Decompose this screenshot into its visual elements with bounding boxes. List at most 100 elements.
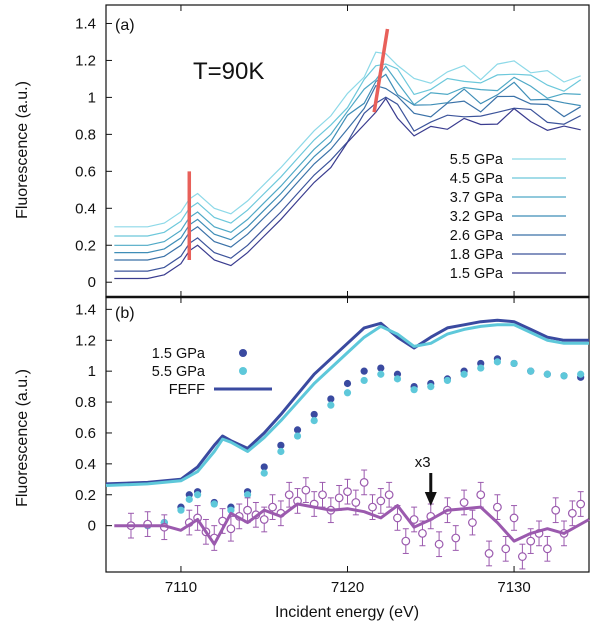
- panel-a-legend-label: 3.2 GPa: [450, 209, 504, 225]
- panel-b-label: (b): [115, 305, 135, 322]
- panel-a-series: [114, 51, 582, 280]
- panel-b-y-ticks: 0 0.2 0.4 0.6 0.8 1 1.2 1.4: [75, 301, 112, 535]
- panel-b-data-point: [243, 491, 252, 499]
- difference-point: [359, 477, 369, 487]
- panel-a-series-line: [114, 63, 582, 237]
- difference-point: [476, 490, 486, 500]
- difference-point: [484, 549, 494, 558]
- panel-a-y-tick-label: 1.2: [75, 52, 96, 69]
- panel-b-data-point: [460, 370, 468, 378]
- panel-b-series: [105, 318, 590, 570]
- panel-a-legend-label: 5.5 GPa: [450, 152, 504, 168]
- panel-b-y-tick-label: 1.4: [75, 301, 96, 318]
- difference-point: [576, 499, 586, 509]
- panel-b-data-point: [443, 376, 452, 385]
- panel-a-series-line: [114, 51, 581, 228]
- panel-a-y-tick-label: 0.8: [75, 126, 96, 143]
- difference-point: [418, 528, 427, 538]
- x-axis-label: Incident energy (eV): [275, 604, 419, 621]
- panel-b-series-line: [114, 502, 590, 546]
- panel-b-data-point: [277, 441, 285, 449]
- panel-a-y-tick-label: 1: [88, 89, 96, 106]
- difference-point: [243, 505, 252, 515]
- panel-b-data-point: [360, 367, 368, 375]
- panel-b-data-point: [260, 463, 268, 471]
- difference-point: [343, 487, 352, 497]
- difference-point: [226, 524, 236, 534]
- difference-point: [393, 513, 402, 523]
- difference-point: [351, 498, 361, 507]
- panel-a-label: (a): [115, 17, 135, 34]
- panel-b-data-point: [177, 506, 185, 514]
- panel-a-y-axis-label: Fluorescence (a.u.): [14, 81, 31, 219]
- panel-b-y-tick-label: 1.2: [75, 332, 96, 349]
- panel-a-y-tick-label: 0: [88, 274, 96, 291]
- difference-point: [409, 515, 419, 524]
- panel-b-data-point: [477, 364, 485, 372]
- difference-point: [492, 502, 502, 512]
- panel-b: 0 0.2 0.4 0.6 0.8 1 1.2 1.4 7110 7120 7130 1.5 GP…: [14, 295, 590, 621]
- panel-b-legend-label: 5.5 GPa: [152, 364, 206, 380]
- panel-a-series-line: [114, 65, 581, 246]
- x-tick-label: 7130: [497, 579, 530, 596]
- difference-point: [259, 515, 269, 524]
- panel-b-legend: 1.5 GPa 5.5 GPa FEFF: [152, 346, 272, 398]
- panel-b-data-point: [227, 506, 235, 514]
- panel-b-data-point: [310, 416, 318, 425]
- temperature-annotation: T=90K: [193, 58, 264, 85]
- panel-a-edge-markers: [187, 28, 390, 261]
- panel-b-data-point: [510, 359, 518, 368]
- panel-b-legend-label: 1.5 GPa: [152, 346, 206, 362]
- panel-b-data-point: [543, 370, 551, 378]
- panel-b-legend-marker: [239, 367, 247, 375]
- difference-point: [567, 508, 577, 518]
- x3-arrow: [424, 473, 437, 506]
- x-tick-label: 7120: [331, 579, 364, 596]
- x3-annotation: x3: [415, 454, 431, 471]
- panel-b-data-point: [327, 395, 335, 403]
- panel-b-data-point: [360, 376, 368, 385]
- panel-b-data-point: [377, 370, 385, 378]
- difference-point: [526, 536, 536, 546]
- panel-b-data-point: [343, 379, 352, 388]
- panel-b-data-point: [293, 426, 302, 434]
- panel-b-data-point: [194, 491, 202, 499]
- panel-b-data-point: [527, 367, 535, 375]
- panel-a-frame: [105, 4, 590, 298]
- difference-point: [434, 539, 444, 549]
- panel-b-y-tick-label: 0.2: [75, 487, 96, 504]
- difference-point: [517, 552, 527, 561]
- panel-b-data-point: [260, 469, 268, 477]
- difference-point: [459, 498, 469, 507]
- panel-b-y-tick-label: 0.6: [75, 425, 96, 442]
- panel-b-data-point: [277, 447, 285, 456]
- panel-b-data-point: [410, 386, 418, 394]
- panel-a-legend-label: 4.5 GPa: [450, 171, 504, 187]
- panel-b-x-ticks: 7110 7120 7130: [165, 297, 531, 596]
- difference-point: [542, 544, 552, 554]
- panel-a-legend-label: 1.8 GPa: [450, 247, 504, 263]
- panel-b-data-point: [377, 364, 385, 372]
- panel-b-data-point: [310, 410, 318, 419]
- difference-point: [501, 544, 511, 554]
- panel-b-data-point: [327, 401, 335, 409]
- panel-a-y-tick-label: 0.6: [75, 163, 96, 180]
- panel-b-series-line: [105, 323, 589, 487]
- panel-b-legend-marker: [239, 349, 247, 357]
- panel-a-y-tick-label: 1.4: [75, 15, 96, 32]
- difference-point: [401, 536, 411, 546]
- panel-b-y-tick-label: 0.8: [75, 394, 96, 411]
- panel-b-y-axis-label: Fluorescence (a.u.): [14, 369, 31, 507]
- panel-a: 0 0.2 0.4 0.6 0.8 1 1.2 1.4 5.5 GPa 4.5 GPa 3.7 G…: [14, 4, 590, 298]
- panel-b-data-point: [493, 358, 501, 366]
- panel-b-legend-label: FEFF: [169, 382, 205, 398]
- difference-point: [468, 518, 477, 527]
- panel-b-data-point: [185, 495, 193, 503]
- panel-b-data-point: [427, 383, 435, 391]
- panel-a-legend-label: 2.6 GPa: [450, 228, 504, 244]
- arrow-head: [424, 492, 437, 506]
- panel-a-series-line: [114, 84, 582, 261]
- edge-marker-line: [372, 28, 390, 113]
- difference-point: [301, 485, 311, 495]
